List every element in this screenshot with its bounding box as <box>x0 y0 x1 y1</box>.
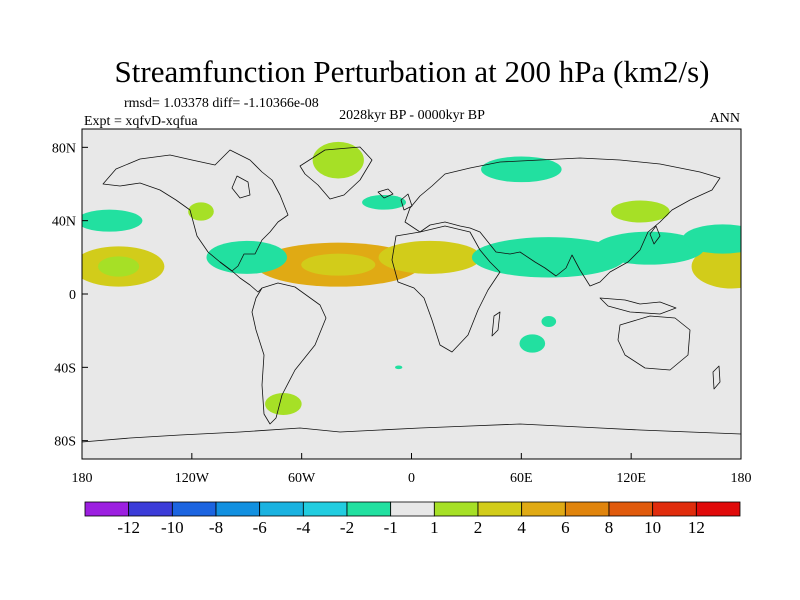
anomaly-asia-low-east <box>594 231 705 265</box>
colorbar-label: 1 <box>430 518 439 537</box>
coast-eurasia <box>404 157 721 287</box>
coast-new-zealand <box>712 365 721 390</box>
coast-south-america <box>251 282 327 425</box>
coast-indonesia <box>599 297 677 315</box>
y-tick-label: 80N <box>52 141 76 156</box>
coast-africa <box>391 225 501 353</box>
period-label: 2028kyr BP - 0000kyr BP <box>339 108 485 123</box>
colorbar-swatch <box>128 501 173 517</box>
colorbar-swatch <box>608 501 654 517</box>
colorbar-label: -1 <box>384 518 398 537</box>
colorbar-label: -10 <box>161 518 184 537</box>
colorbar-swatch <box>346 501 392 517</box>
colorbar-swatch <box>652 501 697 517</box>
coast-uk <box>400 193 413 211</box>
coast-madagascar <box>491 311 501 337</box>
colorbar-swatch <box>433 501 479 517</box>
season-label: ANN <box>710 111 740 126</box>
colorbar-label: 2 <box>474 518 483 537</box>
colorbar-swatch <box>259 501 304 517</box>
chart-title: Streamfunction Perturbation at 200 hPa (… <box>115 54 710 89</box>
colorbar-swatch <box>521 501 566 517</box>
coast-japan <box>649 225 661 245</box>
colorbar-label: -6 <box>253 518 267 537</box>
coast-hudson-bay <box>231 175 251 199</box>
coast-central-america <box>219 261 263 293</box>
anomaly-n-america-high <box>188 202 214 221</box>
x-tick-label: 60W <box>288 471 316 486</box>
coastlines <box>82 146 741 443</box>
colorbar-label: -12 <box>117 518 140 537</box>
colorbar-label: 4 <box>517 518 526 537</box>
x-tick-label: 180 <box>72 471 93 486</box>
colorbar-label: 6 <box>561 518 570 537</box>
anomaly-pacific-low-east <box>682 224 741 254</box>
y-tick-label: 40N <box>52 215 76 230</box>
experiment-label: Expt = xqfvD-xqfua <box>84 114 198 129</box>
colorbar-swatch <box>302 501 348 517</box>
anomaly-layer <box>82 141 741 415</box>
colorbar-swatch <box>695 501 741 517</box>
anomaly-ne-pacific-low <box>82 209 143 232</box>
colorbar-label: 8 <box>605 518 614 537</box>
colorbar-label: -4 <box>296 518 311 537</box>
stats-label: rmsd= 1.03378 diff= -1.10366e-08 <box>124 96 319 111</box>
anomaly-europe-low <box>362 195 407 210</box>
anomaly-s-indian-low <box>519 334 546 353</box>
coast-greenland <box>299 146 373 200</box>
x-tick-label: 0 <box>408 471 415 486</box>
map-background <box>82 129 741 459</box>
anomaly-asia-low <box>471 237 626 278</box>
x-tick-label: 60E <box>510 471 533 486</box>
anomaly-west-pacific-high <box>691 244 741 289</box>
anomaly-greenland-high <box>312 141 364 179</box>
colorbar-label: -2 <box>340 518 354 537</box>
anomaly-arctic-siberia-low <box>481 156 562 183</box>
colorbar-swatch <box>564 501 610 517</box>
x-tick-label: 180 <box>731 471 752 486</box>
colorbar-label: 10 <box>644 518 661 537</box>
x-tick-label: 120E <box>616 471 646 486</box>
colorbar-label: 12 <box>688 518 705 537</box>
colorbar-swatch <box>171 501 217 517</box>
anomaly-indian-ocean-low <box>541 316 557 327</box>
coast-north-america <box>102 149 289 272</box>
coast-iceland <box>377 188 394 199</box>
y-tick-label: 40S <box>54 361 76 376</box>
colorbar-swatch <box>215 501 261 517</box>
anomaly-patagonia-high <box>265 393 302 415</box>
x-tick-label: 120W <box>175 471 210 486</box>
anomaly-core-n-atlantic-tropical-high <box>301 253 376 276</box>
axes: 180 120W 60W 0 60E 120E 180 80N 40N 0 40S 80S <box>52 141 752 486</box>
y-tick-label: 0 <box>69 288 76 303</box>
coast-antarctica <box>82 423 741 443</box>
y-tick-label: 80S <box>54 435 76 450</box>
anomaly-n-africa-high <box>378 240 482 274</box>
anomaly-core-central-pacific-high <box>98 256 140 277</box>
colorbar-swatch <box>390 501 435 517</box>
anomaly-caribbean-low <box>206 240 288 274</box>
anomaly-east-asia-high <box>611 200 670 223</box>
colorbar-swatch <box>84 501 130 517</box>
coast-australia <box>617 315 691 371</box>
colorbar-swatch <box>477 501 523 517</box>
colorbar-label: -8 <box>209 518 223 537</box>
colorbar: -12 -10 -8 -6 -4 -2 -1 1 2 4 6 8 10 12 <box>84 501 741 537</box>
anomaly-s-atlantic-low <box>395 365 403 370</box>
